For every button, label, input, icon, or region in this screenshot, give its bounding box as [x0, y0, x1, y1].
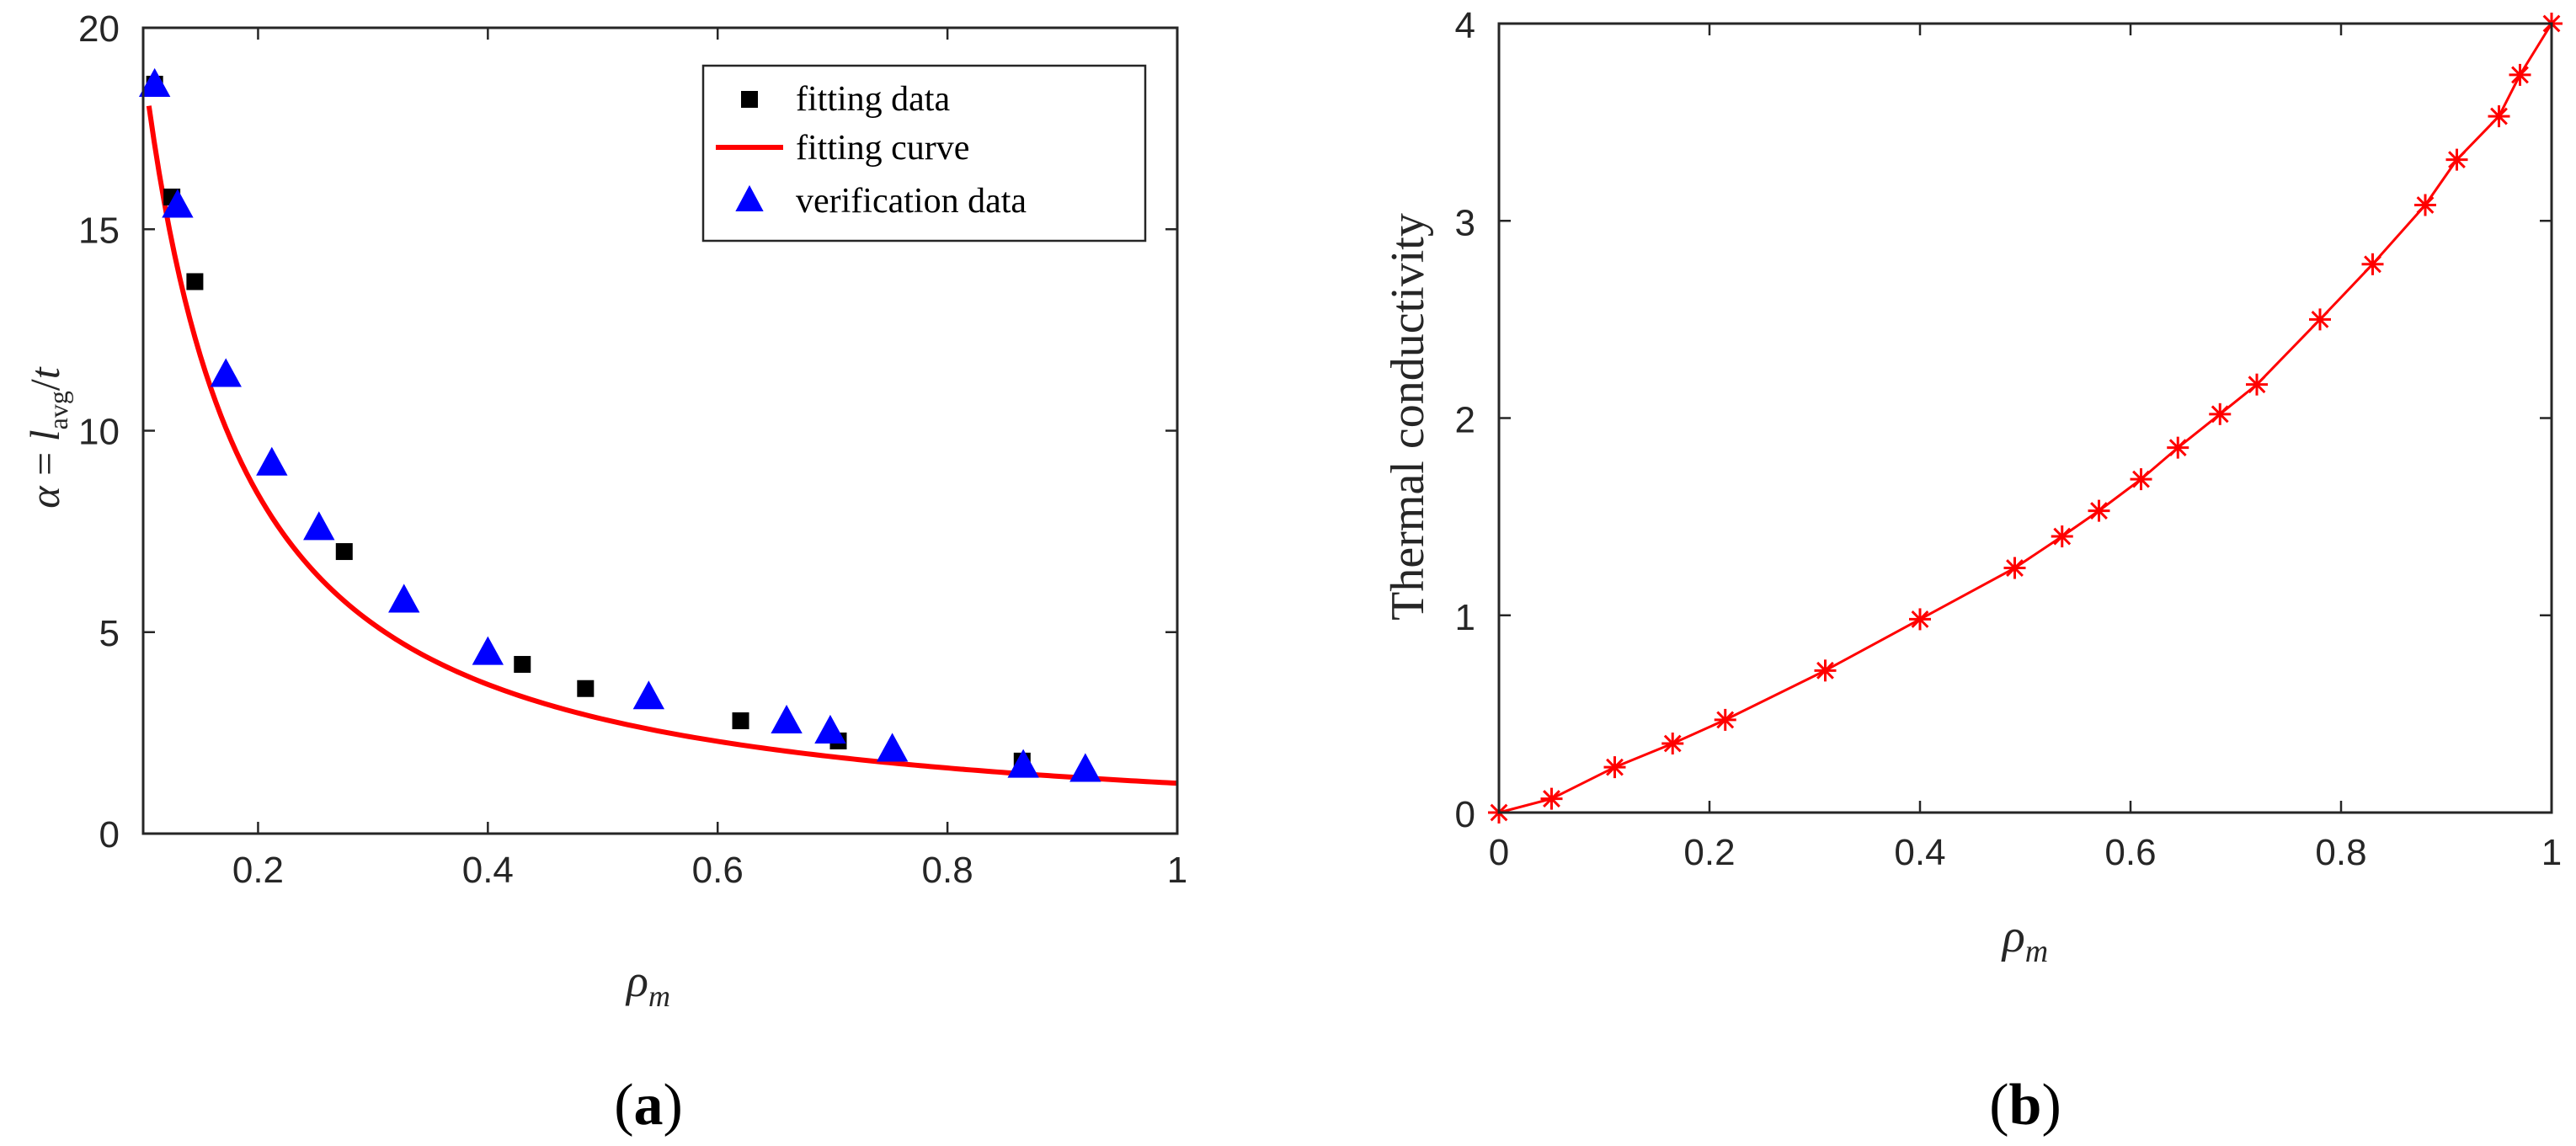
y-tick-label: 3 [1455, 202, 1475, 243]
verification-data-point [1007, 749, 1039, 778]
panel-a-frame [141, 26, 1179, 835]
panel-b-xlabel-sub: m [2025, 934, 2048, 969]
y-tick-label: 0 [99, 814, 120, 856]
thermal-conductivity-point [1814, 659, 1837, 682]
x-tick-label: 0.6 [2104, 832, 2156, 873]
panel-b-marks-layer [1488, 13, 2563, 824]
x-tick-label: 0.4 [1894, 832, 1945, 873]
y-tick-label: 4 [1455, 5, 1475, 46]
y-tick-label: 10 [78, 412, 120, 453]
x-tick-label: 0.2 [1683, 832, 1735, 873]
thermal-conductivity-point [2488, 105, 2510, 128]
thermal-conductivity-point [2246, 373, 2268, 396]
thermal-conductivity-point [2088, 499, 2110, 522]
thermal-conductivity-point [2414, 194, 2436, 216]
panel-a-ylabel-part: l [21, 429, 68, 441]
legend-fitting-curve: fitting curve [796, 129, 969, 168]
panel-b-ticks: 0 0.2 0.4 0.6 0.8 1 0 1 2 3 4 [1455, 5, 2563, 873]
panel-a-label: (a) [614, 1073, 683, 1138]
verification-data-point [303, 511, 335, 541]
panel-b-xlabel: ρm [2001, 910, 2048, 969]
x-tick-label: 0.8 [2315, 832, 2366, 873]
thermal-conductivity-point [2445, 148, 2468, 171]
thermal-conductivity-point [1603, 756, 1626, 779]
verification-data-point [632, 680, 665, 710]
panel-a-marks-layer [138, 67, 1101, 782]
legend-fitting-data: fitting data [796, 80, 950, 119]
panel-a-xlabel-main: ρ [625, 956, 648, 1006]
verification-data-point [256, 446, 288, 476]
thermal-conductivity-line [1498, 23, 2553, 814]
x-tick-label: 1 [2541, 832, 2562, 873]
verification-data-point [138, 67, 171, 97]
y-tick-label: 15 [78, 210, 120, 251]
thermal-conductivity-point [2051, 525, 2073, 548]
panel-a-ylabel-part: avg [43, 391, 73, 429]
x-tick-label: 1 [1167, 850, 1187, 891]
verification-data-point [162, 189, 194, 218]
thermal-conductivity-point [2130, 468, 2152, 491]
panel-b-label-letter: b [2009, 1073, 2042, 1138]
y-tick-label: 1 [1455, 597, 1475, 638]
verification-data-point [771, 704, 803, 734]
panel-a-label-letter: a [634, 1073, 664, 1138]
legend-box [701, 64, 1147, 243]
panel-a-curve-layer [146, 105, 1178, 786]
thermal-conductivity-point [1909, 608, 1931, 631]
x-tick-label: 0 [1489, 832, 1509, 873]
thermal-conductivity-point [2309, 308, 2331, 331]
verification-data-point [388, 584, 420, 613]
fitting-data-point [732, 712, 749, 730]
panel-a-xlabel-sub: m [648, 979, 670, 1013]
thermal-conductivity-point [2209, 402, 2232, 425]
panel-a-xlabel: ρm [625, 956, 670, 1013]
thermal-conductivity-point [2167, 436, 2189, 459]
panel-a-ylabel-part: α [21, 485, 68, 509]
verification-data-point [210, 358, 242, 387]
legend-square-icon [741, 91, 758, 108]
x-tick-label: 0.8 [922, 850, 973, 891]
panel-b-label: (b) [1989, 1073, 2061, 1138]
thermal-conductivity-point [1540, 787, 1563, 810]
legend-verification-data: verification data [796, 182, 1027, 221]
panel-b-frame [1497, 22, 2553, 814]
fitting-data-point [186, 273, 204, 290]
panel-a-ylabel: α = lavg/t [21, 366, 73, 508]
thermal-conductivity-point [1661, 733, 1684, 755]
thermal-conductivity-point [2509, 63, 2531, 86]
y-tick-label: 5 [99, 613, 120, 654]
panel-b-ylabel: Thermal conductivity [1382, 213, 1434, 621]
thermal-conductivity-point [2361, 253, 2384, 275]
fitting-data-point [514, 656, 531, 674]
y-tick-label: 2 [1455, 400, 1475, 441]
legend-triangle-icon [735, 184, 764, 211]
panel-a-ylabel-part: = [21, 441, 68, 486]
panel-a-legend: fitting data fitting curve verification … [701, 64, 1147, 243]
x-tick-label: 0.2 [232, 850, 284, 891]
verification-data-point [1069, 753, 1101, 782]
thermal-conductivity-point [1714, 708, 1736, 731]
verification-data-point [876, 733, 909, 762]
y-tick-label: 20 [78, 8, 120, 50]
x-tick-label: 0.4 [462, 850, 514, 891]
fitting-data-point [577, 680, 595, 697]
y-tick-label: 0 [1455, 794, 1475, 835]
fitting-data-point [335, 543, 353, 561]
panel-b: 0 0.2 0.4 0.6 0.8 1 0 1 2 3 4 Thermal conductivity… [1382, 5, 2563, 1138]
fitting-curve-line [146, 105, 1178, 786]
panel-b-xlabel-main: ρ [2001, 910, 2025, 962]
verification-data-point [472, 636, 504, 665]
panel-b-curve-layer [1498, 23, 2553, 814]
x-tick-label: 0.6 [692, 850, 744, 891]
thermal-conductivity-point [2003, 557, 2026, 579]
panel-a-ylabel-part: t [21, 366, 68, 379]
panel-a-ylabel-part: / [21, 379, 68, 391]
verification-data-point [814, 714, 846, 744]
